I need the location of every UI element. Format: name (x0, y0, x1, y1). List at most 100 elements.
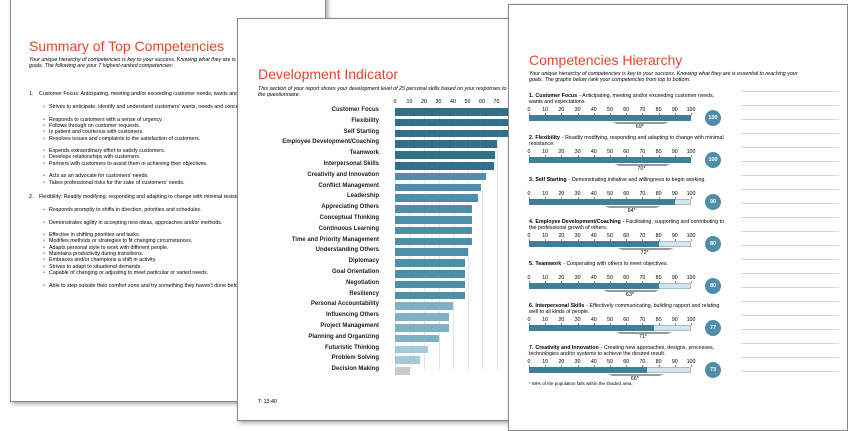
hierarchy-page: Competencies Hierarchy Your unique hierar… (508, 4, 848, 431)
category-label: Conceptual Thinking (319, 215, 379, 221)
scale-tick (674, 239, 676, 241)
scale-label: 60 (623, 107, 630, 113)
population-band (607, 374, 664, 376)
bullet-text: Able to step outside their comfort zone … (49, 282, 245, 289)
x-tick-label: 0 (393, 99, 397, 105)
bullet-dot: • (43, 104, 45, 110)
item-name: Flexibility (535, 135, 560, 141)
scale-tick (577, 323, 579, 325)
scale-tick (691, 239, 692, 241)
scale-label: 10 (542, 107, 549, 113)
population-label: 63* (626, 292, 634, 298)
scale-label: 60 (623, 359, 630, 365)
scale-tick (658, 113, 660, 115)
item-number: 2. (29, 193, 34, 200)
bullet-text: Maintains productivity during transition… (49, 251, 144, 257)
scale-label: 100 (686, 149, 696, 155)
category-label: Flexibility (351, 117, 379, 124)
scale-tick (674, 155, 676, 157)
scale-tick (691, 281, 692, 283)
scale-tick (529, 239, 530, 241)
scale-label: 0 (527, 149, 531, 155)
bullet-dot: • (43, 135, 45, 142)
scale-label: 100 (686, 359, 696, 365)
item-heading: Flexibility: Readily modifying, respondi… (39, 193, 250, 200)
x-tick-label: 50 (464, 99, 471, 105)
category-label: Time and Priority Management (291, 236, 379, 243)
scale-label: 80 (655, 149, 662, 155)
category-label: Appreciating Others (321, 204, 379, 211)
scale-tick (658, 323, 660, 325)
scale-tick (642, 239, 644, 241)
category-label: Interpersonal Skills (323, 161, 379, 167)
x-tick-label: 70 (493, 99, 500, 105)
category-label: Planning and Organizing (308, 333, 379, 340)
population-label: 66* (630, 376, 639, 382)
item-description: - Facilitating, supporting and contribut… (529, 219, 725, 232)
scale-label: 40 (590, 191, 597, 197)
bullet-dot: • (43, 116, 45, 123)
title: Development Indicator (258, 66, 399, 82)
scale-label: 70 (639, 275, 646, 281)
scale-label: 10 (542, 359, 549, 365)
scale-label: 80 (655, 191, 662, 197)
scale-label: 80 (655, 359, 662, 365)
item-name: Creativity and Innovation (535, 345, 599, 351)
bullet-text: Expends extraordinary effort to satisfy … (49, 148, 166, 155)
note-line (741, 343, 839, 344)
scale-label: 80 (655, 107, 662, 113)
scale-label: 70 (639, 233, 646, 239)
item-number: 4. (529, 219, 534, 225)
scale-label: 0 (527, 317, 531, 323)
scale-label: 10 (542, 275, 549, 281)
scale-tick (545, 155, 547, 157)
x-tick-label: 30 (435, 99, 442, 105)
item-heading: 5. Teamwork - Cooperating with others to m… (529, 261, 729, 267)
bar (395, 313, 449, 321)
scale-label: 100 (686, 317, 696, 323)
item-heading: 6. Interpersonal Skills - Effectively comm… (529, 303, 729, 316)
population-label: 70* (637, 166, 646, 172)
category-label: Decision Making (331, 366, 379, 373)
bar (395, 302, 453, 310)
scale-label: 20 (558, 275, 565, 281)
scale-tick (529, 155, 530, 157)
category-label: Customer Focus (331, 107, 379, 113)
item-heading: 7. Creativity and Innovation - Creating ne… (529, 345, 729, 358)
item-heading: Customer Focus: Anticipating, meeting an… (39, 91, 271, 97)
bar (395, 356, 420, 364)
scale-tick (561, 239, 563, 241)
score-bar (529, 199, 675, 205)
bullet-dot: • (43, 269, 45, 276)
bullet-dot: • (43, 148, 45, 155)
bullet-dot: • (43, 232, 45, 239)
bar (395, 118, 523, 127)
scale-tick (577, 239, 579, 241)
score-circle: 100 (705, 152, 721, 168)
item-number: 2. (529, 135, 534, 141)
scale-label: 0 (527, 233, 531, 239)
scale-tick (529, 113, 530, 115)
population-label: 71* (639, 334, 647, 340)
item-description: - Demonstrating initiative and willingne… (568, 177, 706, 183)
scale-tick (691, 197, 692, 199)
item-heading: 3. Self Starting - Demonstrating initiativ… (529, 177, 729, 183)
scale-label: 0 (527, 191, 531, 197)
scale-label: 70 (639, 191, 646, 197)
item-number: 7. (529, 345, 534, 351)
category-label: Diplomacy (348, 258, 379, 265)
scale-label: 50 (607, 233, 613, 239)
scale-label: 40 (590, 317, 597, 323)
x-tick-label: 10 (406, 99, 413, 105)
score-bar (529, 115, 691, 121)
scale-tick (610, 197, 611, 199)
item-name: Self Starting (535, 177, 567, 183)
scale-label: 60 (623, 317, 630, 323)
scale-tick (545, 365, 547, 367)
score-bar (529, 283, 659, 289)
scale-label: 90 (671, 191, 678, 197)
bar (395, 172, 487, 181)
category-label: Understanding Others (315, 247, 379, 254)
category-label: Employee Development/Coaching (282, 139, 379, 146)
